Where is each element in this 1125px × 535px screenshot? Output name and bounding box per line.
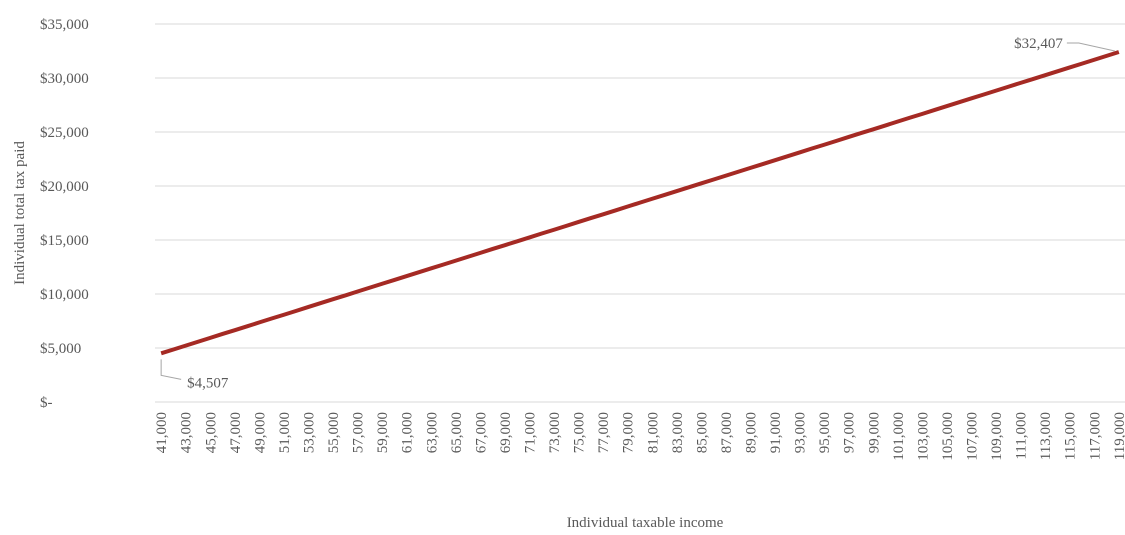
label-leader (1066, 42, 1115, 52)
x-tick-label: 77,000 (596, 412, 612, 453)
x-tick-label: 113,000 (1038, 412, 1054, 460)
x-tick-label: 49,000 (252, 412, 268, 453)
x-tick-label: 59,000 (375, 412, 391, 453)
x-tick-label: 103,000 (915, 412, 931, 461)
label-leader (160, 359, 182, 380)
x-tick-label: 93,000 (793, 412, 809, 453)
x-axis-title: Individual taxable income (567, 515, 724, 531)
x-tick-label: 47,000 (228, 412, 244, 453)
x-tick-label: 73,000 (547, 412, 563, 453)
x-tick-label: 91,000 (768, 412, 784, 453)
x-tick-label: 105,000 (940, 412, 956, 461)
y-tick-label: $- (40, 395, 53, 411)
x-tick-label: 97,000 (842, 412, 858, 453)
x-tick-label: 115,000 (1063, 412, 1079, 460)
x-tick-label: 67,000 (473, 412, 489, 453)
x-tick-label: 99,000 (866, 412, 882, 453)
x-tick-label: 55,000 (326, 412, 342, 453)
x-tick-label: 119,000 (1112, 412, 1125, 460)
x-tick-label: 83,000 (670, 412, 686, 453)
x-tick-label: 57,000 (351, 412, 367, 453)
x-tick-label: 63,000 (424, 412, 440, 453)
x-tick-label: 53,000 (301, 412, 317, 453)
x-tick-label: 61,000 (400, 412, 416, 453)
x-tick-label: 101,000 (891, 412, 907, 461)
y-tick-label: $35,000 (40, 17, 89, 33)
y-tick-label: $5,000 (40, 341, 81, 357)
x-tick-label: 87,000 (719, 412, 735, 453)
data-label: $32,407 (1014, 36, 1063, 52)
y-tick-label: $25,000 (40, 125, 89, 141)
x-tick-label: 81,000 (645, 412, 661, 453)
x-tick-label: 95,000 (817, 412, 833, 453)
x-tick-label: 111,000 (1014, 412, 1030, 460)
x-tick-label: 117,000 (1087, 412, 1103, 460)
y-axis-title: Individual total tax paid (12, 141, 28, 285)
y-tick-label: $30,000 (40, 71, 89, 87)
x-tick-label: 41,000 (154, 412, 170, 453)
x-tick-label: 43,000 (179, 412, 195, 453)
x-tick-label: 69,000 (498, 412, 514, 453)
y-tick-label: $15,000 (40, 233, 89, 249)
y-tick-label: $10,000 (40, 287, 89, 303)
x-tick-label: 109,000 (989, 412, 1005, 461)
x-tick-label: 85,000 (694, 412, 710, 453)
line (160, 50, 1120, 356)
x-tick-label: 65,000 (449, 412, 465, 453)
x-tick-label: 75,000 (572, 412, 588, 453)
x-tick-label: 45,000 (203, 412, 219, 453)
data-label: $4,507 (187, 375, 229, 391)
y-tick-label: $20,000 (40, 179, 89, 195)
x-tick-label: 51,000 (277, 412, 293, 453)
x-tick-label: 89,000 (744, 412, 760, 453)
x-tick-label: 107,000 (965, 412, 981, 461)
x-tick-label: 71,000 (522, 412, 538, 453)
x-tick-label: 79,000 (621, 412, 637, 453)
